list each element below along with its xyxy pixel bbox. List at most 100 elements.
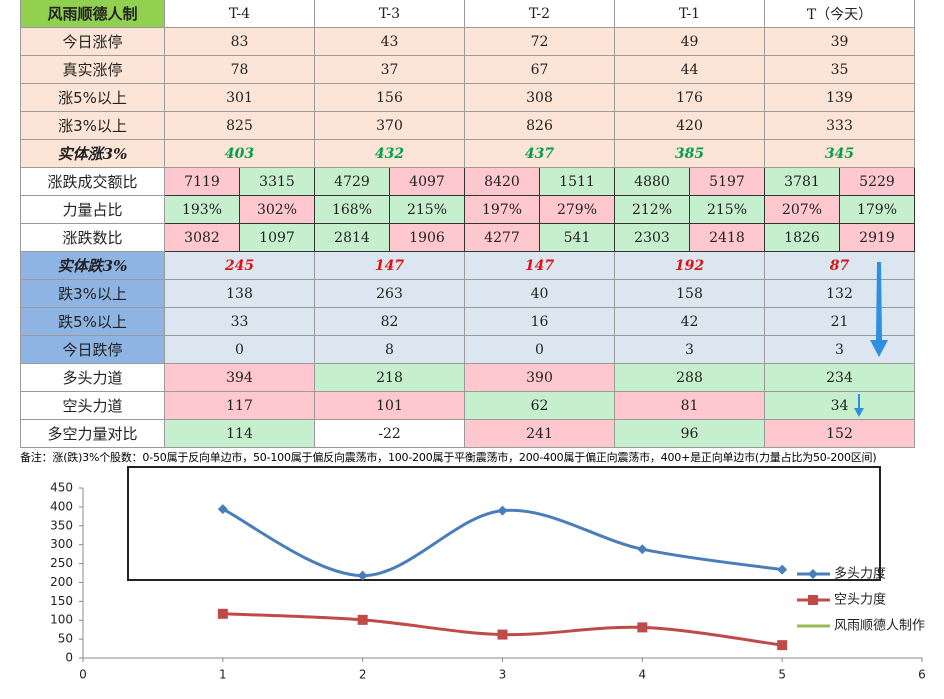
row-label: 涨5%以上	[20, 84, 165, 112]
value-cell: 420	[615, 112, 765, 140]
split-cell: 8420	[465, 168, 540, 196]
value-cell: 437	[465, 140, 615, 168]
marker	[497, 629, 508, 640]
value-cell: 139	[765, 84, 915, 112]
value-cell: 33	[165, 308, 315, 336]
split-cell: 212%	[615, 196, 690, 224]
value-cell: 117	[165, 392, 315, 420]
split-cell: 4880	[615, 168, 690, 196]
split-cell: 193%	[165, 196, 240, 224]
value-cell: 241	[465, 420, 615, 448]
split-cell: 179%	[840, 196, 915, 224]
value-cell: 333	[765, 112, 915, 140]
value-cell: 39	[765, 28, 915, 56]
value-cell: 218	[315, 364, 465, 392]
value-cell: 101	[315, 392, 465, 420]
value-cell: 385	[615, 140, 765, 168]
value-cell: 16	[465, 308, 615, 336]
split-cell: 541	[540, 224, 615, 252]
value-cell: 83	[165, 28, 315, 56]
split-cell: 2919	[840, 224, 915, 252]
value-cell: 263	[315, 280, 465, 308]
split-cell: 3781	[765, 168, 840, 196]
value-cell: 147	[465, 252, 615, 280]
x-tick-label: 4	[639, 668, 647, 682]
value-cell: 152	[765, 420, 915, 448]
value-cell: 192	[615, 252, 765, 280]
value-cell: 234	[765, 364, 915, 392]
value-cell: 370	[315, 112, 465, 140]
value-cell: 114	[165, 420, 315, 448]
split-cell: 215%	[690, 196, 765, 224]
value-cell: 44	[615, 56, 765, 84]
y-tick-label: 200	[50, 575, 73, 589]
x-tick-label: 3	[499, 668, 507, 682]
legend-label: 风雨顺德人制作	[834, 619, 925, 634]
y-tick-label: 300	[50, 537, 73, 551]
split-cell: 1511	[540, 168, 615, 196]
legend-label: 空头力度	[834, 592, 886, 608]
value-cell: 62	[465, 392, 615, 420]
legend-marker	[808, 595, 818, 605]
header-cell: T-4	[165, 0, 315, 28]
y-tick-label: 350	[50, 518, 73, 532]
marker	[777, 564, 788, 575]
value-cell: 138	[165, 280, 315, 308]
split-cell: 2303	[615, 224, 690, 252]
row-label: 实体跌3%	[20, 252, 165, 280]
value-cell: 301	[165, 84, 315, 112]
header-cell: T（今天）	[765, 0, 915, 28]
marker	[637, 622, 648, 633]
split-cell: 1826	[765, 224, 840, 252]
value-cell: 3	[615, 336, 765, 364]
x-tick-label: 0	[79, 668, 87, 682]
marker	[497, 505, 508, 516]
legend-label: 多头力度	[834, 566, 886, 582]
split-cell: 1906	[390, 224, 465, 252]
split-cell: 1097	[240, 224, 315, 252]
value-cell: 288	[615, 364, 765, 392]
value-cell: 158	[615, 280, 765, 308]
value-cell: 81	[615, 392, 765, 420]
value-cell: 35	[765, 56, 915, 84]
split-cell: 168%	[315, 196, 390, 224]
marker	[357, 614, 368, 625]
value-cell: 245	[165, 252, 315, 280]
value-cell: 825	[165, 112, 315, 140]
row-label: 涨跌成交额比	[20, 168, 165, 196]
marker	[217, 608, 228, 619]
header-cell: T-1	[615, 0, 765, 28]
row-label: 空头力道	[20, 392, 165, 420]
y-tick-label: 250	[50, 556, 73, 570]
value-cell: 826	[465, 112, 615, 140]
row-label: 跌3%以上	[20, 280, 165, 308]
header-cell: 风雨顺德人制	[20, 0, 165, 28]
split-cell: 4277	[465, 224, 540, 252]
x-tick-label: 6	[918, 668, 926, 682]
value-cell: 0	[165, 336, 315, 364]
value-cell: 49	[615, 28, 765, 56]
marker	[357, 570, 368, 581]
sheet-table: 风雨顺德人制 T-4 T-3 T-2 T-1 T（今天） 今日涨停 83 43 72 49 39 真实涨…	[20, 0, 915, 448]
row-label: 今日跌停	[20, 336, 165, 364]
value-cell: -22	[315, 420, 465, 448]
y-tick-label: 0	[65, 651, 73, 665]
y-tick-label: 400	[50, 499, 73, 513]
value-cell: 87	[765, 252, 915, 280]
x-tick-label: 1	[219, 668, 227, 682]
value-cell: 96	[615, 420, 765, 448]
row-label: 跌5%以上	[20, 308, 165, 336]
value-cell: 8	[315, 336, 465, 364]
value-cell: 3	[765, 336, 915, 364]
value-cell: 132	[765, 280, 915, 308]
series-line	[222, 507, 783, 578]
value-cell: 42	[615, 308, 765, 336]
split-cell: 215%	[390, 196, 465, 224]
split-cell: 4097	[390, 168, 465, 196]
y-tick-label: 150	[50, 594, 73, 608]
split-cell: 2418	[690, 224, 765, 252]
split-cell: 197%	[465, 196, 540, 224]
row-label: 涨跌数比	[20, 224, 165, 252]
